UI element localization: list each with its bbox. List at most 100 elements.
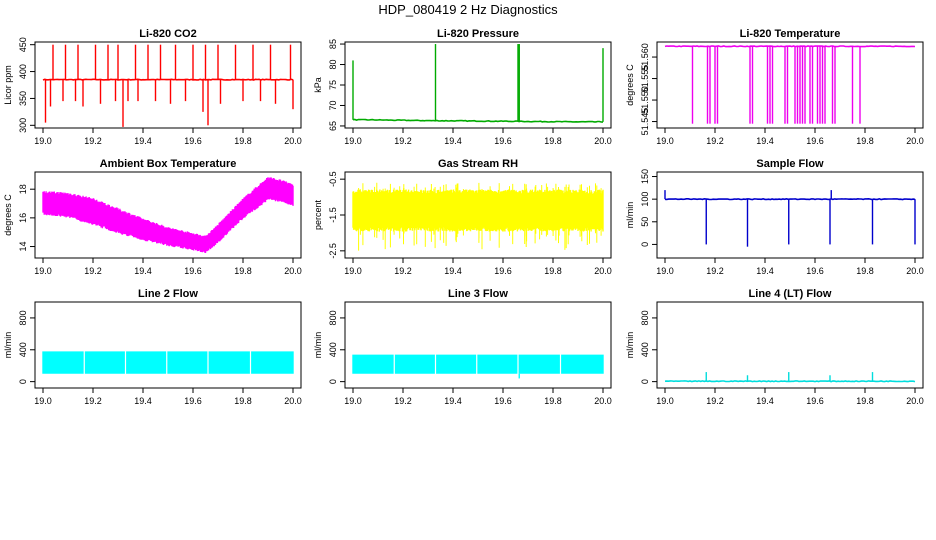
y-tick-label: 51.545 (640, 108, 650, 136)
y-tick-label: 100 (640, 192, 650, 207)
x-tick-label: 19.6 (494, 136, 512, 146)
y-tick-label: 70 (328, 100, 338, 110)
y-tick-label: 800 (18, 310, 28, 325)
y-tick-label: 400 (640, 342, 650, 357)
x-tick-label: 19.0 (344, 396, 362, 406)
y-tick-label: 51.555 (640, 65, 650, 93)
x-tick-label: 19.6 (806, 266, 824, 276)
y-tick-label: 80 (328, 60, 338, 70)
x-tick-label: 19.0 (34, 396, 52, 406)
x-tick-label: 20.0 (906, 396, 924, 406)
x-tick-label: 19.6 (184, 266, 202, 276)
x-tick-label: 19.0 (344, 266, 362, 276)
y-tick-label: 51.560 (640, 43, 650, 71)
y-tick-label: -1.5 (328, 207, 338, 223)
x-tick-label: 20.0 (906, 266, 924, 276)
x-tick-label: 19.2 (394, 266, 412, 276)
x-tick-label: 20.0 (906, 136, 924, 146)
y-axis-label: degrees C (625, 64, 635, 106)
x-tick-label: 19.4 (134, 396, 152, 406)
page-title: HDP_080419 2 Hz Diagnostics (378, 2, 558, 17)
x-tick-label: 19.4 (756, 266, 774, 276)
x-tick-label: 19.6 (184, 136, 202, 146)
y-tick-label: 300 (18, 118, 28, 133)
series-line (664, 380, 916, 383)
x-tick-label: 19.8 (234, 396, 252, 406)
y-tick-label: 65 (328, 121, 338, 131)
plot-frame (656, 171, 924, 259)
chart-title: Line 3 Flow (448, 288, 508, 300)
plot-frame (34, 171, 302, 259)
x-tick-label: 19.6 (806, 396, 824, 406)
y-tick-label: 800 (640, 310, 650, 325)
plot-frame (34, 301, 302, 389)
x-tick-label: 19.4 (756, 136, 774, 146)
y-axis-label: kPa (313, 77, 323, 93)
y-tick-label: 85 (328, 39, 338, 49)
x-tick-label: 19.6 (494, 266, 512, 276)
x-tick-label: 19.4 (444, 396, 462, 406)
x-tick-label: 19.4 (444, 136, 462, 146)
y-tick-label: 0 (18, 379, 28, 384)
x-tick-label: 19.2 (706, 266, 724, 276)
x-tick-label: 19.2 (84, 266, 102, 276)
series-line (664, 197, 916, 201)
x-tick-label: 19.8 (544, 266, 562, 276)
y-tick-label: 400 (18, 342, 28, 357)
series-line (352, 118, 604, 123)
series-excursions (358, 182, 602, 251)
y-tick-label: 400 (18, 64, 28, 79)
plot-frame (656, 301, 924, 389)
x-tick-label: 20.0 (284, 136, 302, 146)
chart-panel-p7: Line 2 Flow ml/min 19.0 19.2 19.4 19.6 19.8 20.… (3, 288, 302, 406)
plot-frame (34, 41, 302, 129)
x-tick-label: 19.8 (856, 396, 874, 406)
x-tick-label: 19.2 (84, 396, 102, 406)
x-tick-label: 19.2 (706, 136, 724, 146)
x-tick-label: 19.4 (444, 266, 462, 276)
plot-frame (344, 41, 612, 129)
y-tick-label: 14 (18, 242, 28, 252)
chart-title: Gas Stream RH (438, 158, 518, 170)
y-tick-label: 800 (328, 310, 338, 325)
y-tick-label: 51.550 (640, 86, 650, 114)
x-tick-label: 19.0 (656, 266, 674, 276)
y-axis-label: ml/min (625, 202, 635, 229)
chart-title: Li-820 Temperature (740, 28, 841, 40)
y-tick-label: 150 (640, 169, 650, 184)
series-line (664, 45, 916, 48)
x-tick-label: 19.6 (806, 136, 824, 146)
chart-panel-p5: Gas Stream RH percent 19.0 19.2 19.4 19.6 19.8… (313, 158, 612, 276)
x-tick-label: 20.0 (284, 266, 302, 276)
x-tick-label: 19.4 (756, 396, 774, 406)
y-axis-label: percent (313, 199, 323, 230)
chart-panel-p3: Li-820 Temperature degrees C 19.0 19.2 19.4 1… (625, 28, 924, 146)
y-tick-label: 350 (18, 91, 28, 106)
x-tick-label: 19.8 (856, 136, 874, 146)
series-band (42, 177, 294, 253)
plot-frame (344, 301, 612, 389)
x-tick-label: 20.0 (594, 136, 612, 146)
chart-title: Line 2 Flow (138, 288, 198, 300)
chart-title: Ambient Box Temperature (100, 158, 237, 170)
x-tick-label: 20.0 (594, 266, 612, 276)
y-tick-label: 0 (640, 379, 650, 384)
x-tick-label: 19.8 (234, 266, 252, 276)
y-axis-label: ml/min (625, 332, 635, 359)
chart-panel-p6: Sample Flow ml/min 19.0 19.2 19.4 19.6 19.8 20.… (625, 158, 924, 276)
chart-panel-p8: Line 3 Flow ml/min 19.0 19.2 19.4 19.6 19.8 20.… (313, 288, 612, 406)
y-axis-label: ml/min (313, 332, 323, 359)
y-tick-label: 50 (640, 217, 650, 227)
y-tick-label: -0.5 (328, 171, 338, 187)
chart-title: Line 4 (LT) Flow (749, 288, 832, 300)
x-tick-label: 19.2 (706, 396, 724, 406)
chart-title: Li-820 CO2 (139, 28, 196, 40)
y-tick-label: 0 (640, 242, 650, 247)
chart-panel-p2: Li-820 Pressure kPa 19.0 19.2 19.4 19.6 19.8 20… (313, 28, 612, 146)
x-tick-label: 19.6 (184, 396, 202, 406)
y-tick-label: 16 (18, 213, 28, 223)
x-tick-label: 19.2 (84, 136, 102, 146)
series-band (42, 351, 294, 374)
y-axis-label: Licor ppm (3, 65, 13, 105)
x-tick-label: 19.6 (494, 396, 512, 406)
